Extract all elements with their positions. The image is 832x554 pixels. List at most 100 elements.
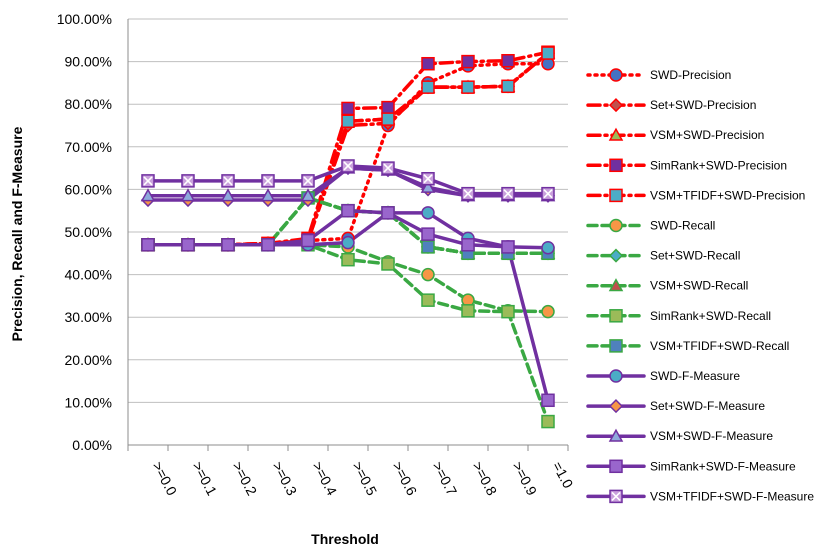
data-point-cross <box>423 174 433 184</box>
legend-marker <box>609 158 623 173</box>
legend-marker <box>609 188 623 203</box>
legend-label: VSM+SWD-Recall <box>650 279 748 293</box>
legend-marker <box>608 127 624 141</box>
y-tick-label: 0.00% <box>72 437 112 453</box>
data-point <box>221 238 235 252</box>
x-tick-label: >=0.4 <box>309 459 340 498</box>
data-point-cross <box>263 176 273 186</box>
data-point <box>381 100 395 115</box>
legend-label: VSM+SWD-F-Measure <box>650 429 773 443</box>
data-point <box>461 80 475 94</box>
x-tick-label: >=0.7 <box>429 459 460 498</box>
legend-label: SimRank+SWD-F-Measure <box>650 459 796 473</box>
legend-label: SWD-F-Measure <box>650 369 740 383</box>
data-point <box>421 206 435 220</box>
data-point <box>461 54 475 69</box>
legend-marker <box>608 428 624 442</box>
data-point <box>421 240 435 254</box>
data-point <box>501 304 515 319</box>
legend-label: VSM+SWD-Precision <box>650 128 764 142</box>
y-tick-label: 60.00% <box>65 181 112 197</box>
data-point <box>301 233 315 248</box>
data-point <box>541 393 555 408</box>
x-tick-label: =1.0 <box>549 459 576 491</box>
data-point <box>461 238 475 252</box>
x-tick-label: >=0.5 <box>349 459 380 498</box>
data-point <box>541 241 555 255</box>
data-point-cross <box>223 176 233 186</box>
data-point <box>341 114 355 128</box>
data-point <box>140 188 156 202</box>
y-tick-label: 10.00% <box>65 394 112 410</box>
legend-marker <box>608 278 624 292</box>
legend-label: Set+SWD-Recall <box>650 249 740 263</box>
legend-label: SWD-Recall <box>650 219 715 233</box>
legend-label: VSM+TFIDF+SWD-F-Measure <box>650 489 814 503</box>
y-tick-label: 80.00% <box>65 96 112 112</box>
data-point <box>501 240 515 254</box>
legend-marker <box>609 309 623 323</box>
data-point <box>501 53 515 68</box>
legend-marker <box>609 369 623 383</box>
legend-label: Set+SWD-F-Measure <box>650 399 765 413</box>
data-point-cross <box>503 189 513 199</box>
legend-marker <box>608 98 624 113</box>
data-point <box>341 101 355 116</box>
data-point <box>421 80 435 94</box>
x-tick-label: >=0.0 <box>149 459 180 498</box>
y-tick-label: 40.00% <box>65 267 112 283</box>
data-point <box>381 257 395 271</box>
data-point-cross <box>383 163 393 173</box>
data-point <box>180 188 196 202</box>
y-tick-label: 70.00% <box>65 139 112 155</box>
data-point <box>421 267 435 282</box>
data-point-cross <box>343 161 353 171</box>
legend-label: SimRank+SWD-Recall <box>650 309 771 323</box>
x-tick-label: >=0.8 <box>469 459 500 498</box>
data-point <box>501 79 515 94</box>
data-point <box>381 206 395 220</box>
data-point <box>541 304 555 319</box>
data-point-cross <box>463 189 473 199</box>
data-point <box>420 179 436 193</box>
data-point <box>261 238 275 252</box>
x-tick-label: >=0.6 <box>389 459 420 498</box>
data-point-cross <box>143 176 153 186</box>
data-point <box>341 203 355 218</box>
legend-label: SWD-Precision <box>650 68 731 82</box>
data-point <box>381 112 395 126</box>
legend-marker <box>609 68 623 82</box>
x-axis-title: Threshold <box>311 531 379 547</box>
y-tick-label: 100.00% <box>57 11 112 27</box>
data-point <box>181 238 195 252</box>
legend-label: VSM+TFIDF+SWD-Precision <box>650 188 805 202</box>
legend-marker <box>608 399 624 414</box>
series-markers <box>140 45 556 429</box>
data-point <box>541 414 555 429</box>
data-point <box>421 56 435 71</box>
data-point <box>541 46 555 60</box>
x-tick-label: >=0.2 <box>229 459 260 498</box>
data-point <box>141 238 155 252</box>
y-axis-title: Precision, Recall and F-Measure <box>9 126 25 341</box>
data-point <box>341 235 355 250</box>
legend-label: Set+SWD-Precision <box>650 98 756 112</box>
data-point <box>421 293 435 307</box>
legend: SWD-Precision Set+SWD-Precision VSM+SWD-Pr… <box>586 68 814 503</box>
y-tick-label: 30.00% <box>65 309 112 325</box>
data-point-cross <box>303 176 313 186</box>
legend-marker <box>609 459 623 474</box>
data-point <box>341 252 355 267</box>
y-tick-label: 50.00% <box>65 224 112 240</box>
data-point-cross <box>543 189 553 199</box>
legend-marker-cross <box>611 491 621 501</box>
data-point <box>300 188 316 202</box>
y-tick-label: 20.00% <box>65 352 112 368</box>
legend-marker <box>609 339 623 353</box>
data-point-cross <box>183 176 193 186</box>
x-tick-label: >=0.1 <box>189 459 220 498</box>
legend-label: VSM+TFIDF+SWD-Recall <box>650 339 789 353</box>
y-tick-label: 90.00% <box>65 54 112 70</box>
data-point <box>421 227 435 241</box>
